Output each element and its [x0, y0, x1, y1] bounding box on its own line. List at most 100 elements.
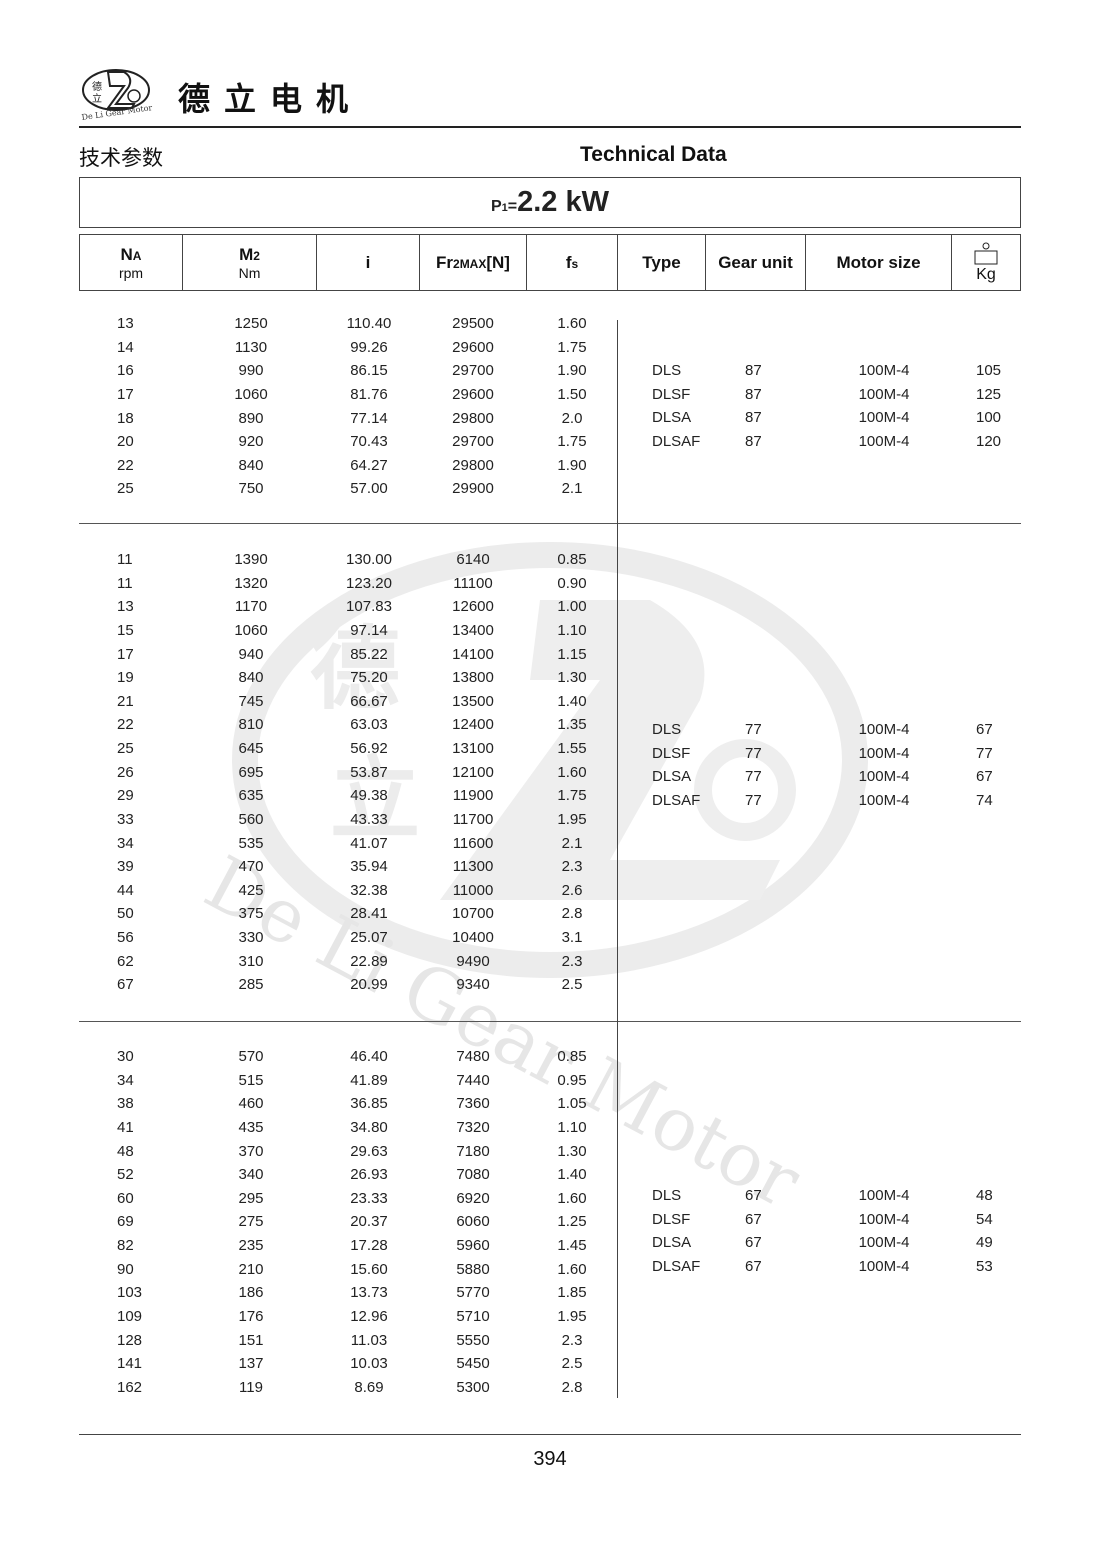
cell-gear-unit: 77 [745, 768, 762, 786]
cell-m2: 745 [238, 692, 264, 710]
cell-na: 33 [117, 810, 134, 828]
cell-na: 26 [117, 763, 134, 781]
cell-fs: 1.00 [557, 598, 587, 616]
cell-fr2max: 11000 [452, 881, 494, 899]
col-fs: fs [527, 235, 618, 290]
cell-na: 11 [117, 551, 133, 568]
cell-fr2max: 29500 [452, 315, 494, 332]
cell-m2: 275 [238, 1213, 264, 1231]
cell-gear-unit: 87 [745, 432, 762, 450]
table-row: 34 515 41.89 7440 0.95 [79, 1069, 1021, 1093]
cell-na: 38 [117, 1095, 134, 1113]
cell-fr2max: 29700 [452, 362, 494, 380]
power-sub: 1 [501, 202, 508, 214]
cell-fr2max: 5550 [456, 1331, 490, 1349]
cell-na: 48 [117, 1142, 134, 1160]
cell-na: 14 [117, 338, 134, 356]
cell-i: 110.40 [346, 315, 392, 332]
cell-i: 99.26 [350, 338, 388, 356]
cell-fr2max: 5300 [456, 1378, 490, 1396]
cell-fr2max: 6920 [456, 1189, 490, 1207]
cell-fs: 2.3 [561, 952, 583, 970]
table-row: 50 375 28.41 10700 2.8 [79, 902, 1021, 926]
table-row: 48 370 29.63 7180 1.30 [79, 1140, 1021, 1164]
cell-m2: 1060 [234, 621, 268, 639]
cell-i: 85.22 [350, 645, 388, 663]
cell-m2: 920 [238, 433, 264, 451]
cell-m2: 535 [238, 834, 264, 852]
table-row: 13 1170 107.83 12600 1.00 [79, 595, 1021, 619]
table-row: 19 840 75.20 13800 1.30 [79, 666, 1021, 690]
cell-fr2max: 10700 [452, 905, 494, 923]
cell-i: 23.33 [350, 1189, 388, 1207]
cell-m2: 310 [238, 952, 264, 970]
col-type: Type [618, 235, 706, 290]
cell-fs: 1.60 [557, 1189, 587, 1207]
cell-motor-size: 100M-4 [858, 1234, 910, 1252]
power-value: 2.2 kW [517, 186, 609, 218]
power-label: P [490, 198, 502, 215]
motor-label: Motor size [836, 252, 921, 272]
cell-na: 90 [117, 1260, 134, 1278]
cell-na: 15 [117, 621, 134, 639]
cell-fs: 1.90 [557, 456, 587, 474]
cell-fr2max: 12100 [452, 763, 494, 781]
table-row: 69 275 20.37 6060 1.25 [79, 1210, 1021, 1234]
cell-m2: 119 [239, 1378, 263, 1396]
table-row: 60 295 23.33 6920 1.60 [79, 1187, 1021, 1211]
svg-text:德: 德 [310, 616, 400, 722]
table-row: 17 1060 81.76 29600 1.50 [79, 383, 1021, 407]
cell-fs: 2.5 [561, 976, 583, 994]
power-eq: = [507, 198, 518, 215]
cell-na: 52 [117, 1166, 134, 1184]
cell-na: 30 [117, 1048, 134, 1065]
cell-i: 41.89 [350, 1071, 388, 1089]
cell-m2: 1060 [234, 385, 268, 403]
table-row: 30 570 46.40 7480 0.85 [79, 1045, 1021, 1069]
cell-m2: 137 [238, 1355, 264, 1373]
cell-i: 107.83 [346, 598, 392, 616]
cell-na: 103 [117, 1284, 143, 1302]
unit-row: DLSF 77 100M-4 77 [79, 742, 1021, 766]
m2-sub: 2 [253, 248, 260, 263]
cell-m2: 151 [238, 1331, 264, 1349]
cell-kg: 49 [976, 1234, 993, 1252]
unit-list: DLS 87 100M-4 105 DLSF 87 100M-4 125 DLSA 87 100M-… [79, 359, 1021, 454]
cell-m2: 940 [238, 645, 264, 663]
cell-fr2max: 7080 [456, 1166, 490, 1184]
cell-i: 49.38 [350, 787, 388, 805]
cell-kg: 48 [976, 1187, 993, 1204]
cell-na: 25 [117, 480, 134, 498]
cell-fr2max: 5880 [456, 1260, 490, 1278]
svg-text:德: 德 [92, 80, 102, 93]
cell-m2: 1130 [234, 338, 268, 356]
cell-fr2max: 12400 [452, 716, 494, 734]
col-motor: Motor size [806, 235, 952, 290]
cell-na: 21 [117, 692, 134, 710]
cell-i: 66.67 [350, 692, 388, 710]
cell-fs: 1.25 [557, 1213, 587, 1231]
cell-fr2max: 13500 [452, 692, 494, 710]
cell-i: 34.80 [350, 1118, 388, 1136]
cell-fs: 2.3 [561, 1331, 583, 1349]
cell-gear-unit: 87 [745, 362, 762, 379]
cell-i: 22.89 [350, 952, 388, 970]
cell-fr2max: 6060 [456, 1213, 490, 1231]
cell-fs: 1.05 [557, 1095, 587, 1113]
cell-fs: 0.90 [557, 574, 587, 592]
unit-row: DLSAF 87 100M-4 120 [79, 430, 1021, 454]
table-row: 62 310 22.89 9490 2.3 [79, 950, 1021, 974]
cell-i: 43.33 [350, 810, 388, 828]
cell-i: 70.43 [350, 433, 388, 451]
cell-fr2max: 29700 [452, 433, 494, 451]
table-row: 56 330 25.07 10400 3.1 [79, 926, 1021, 950]
cell-fr2max: 29800 [452, 456, 494, 474]
cell-i: 20.37 [350, 1213, 388, 1231]
cell-na: 22 [117, 716, 134, 734]
fr-label: Fr [436, 252, 454, 272]
cell-type: DLS [652, 1187, 682, 1204]
table-row: 16 990 86.15 29700 1.90 [79, 359, 1021, 383]
cell-m2: 840 [238, 456, 264, 474]
table-row: 29 635 49.38 11900 1.75 [79, 784, 1021, 808]
data-group-3: 30 570 46.40 7480 0.85 34 515 41.89 7440 0.95 38 46… [79, 1045, 1021, 1399]
